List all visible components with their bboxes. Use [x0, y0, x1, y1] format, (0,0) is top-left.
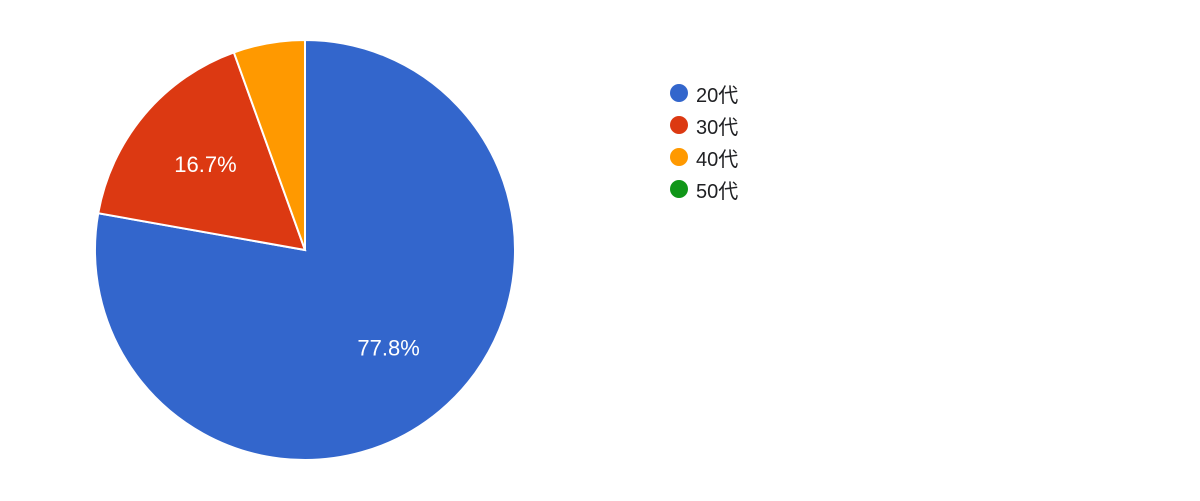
- legend-marker-icon: [670, 180, 688, 198]
- legend: 20代 30代 40代 50代: [670, 80, 738, 208]
- legend-label: 50代: [696, 175, 738, 204]
- slice-label: 77.8%: [357, 336, 419, 361]
- legend-marker-icon: [670, 84, 688, 102]
- pie-svg: 77.8% 16.7%: [95, 40, 515, 460]
- legend-item[interactable]: 30代: [670, 112, 738, 138]
- legend-label: 40代: [696, 143, 738, 172]
- legend-item[interactable]: 40代: [670, 144, 738, 170]
- legend-marker-icon: [670, 148, 688, 166]
- legend-marker-icon: [670, 116, 688, 134]
- legend-label: 30代: [696, 111, 738, 140]
- legend-item[interactable]: 50代: [670, 176, 738, 202]
- slice-label: 16.7%: [174, 152, 236, 177]
- legend-label: 20代: [696, 79, 738, 108]
- pie-chart: 77.8% 16.7%: [95, 40, 515, 460]
- legend-item[interactable]: 20代: [670, 80, 738, 106]
